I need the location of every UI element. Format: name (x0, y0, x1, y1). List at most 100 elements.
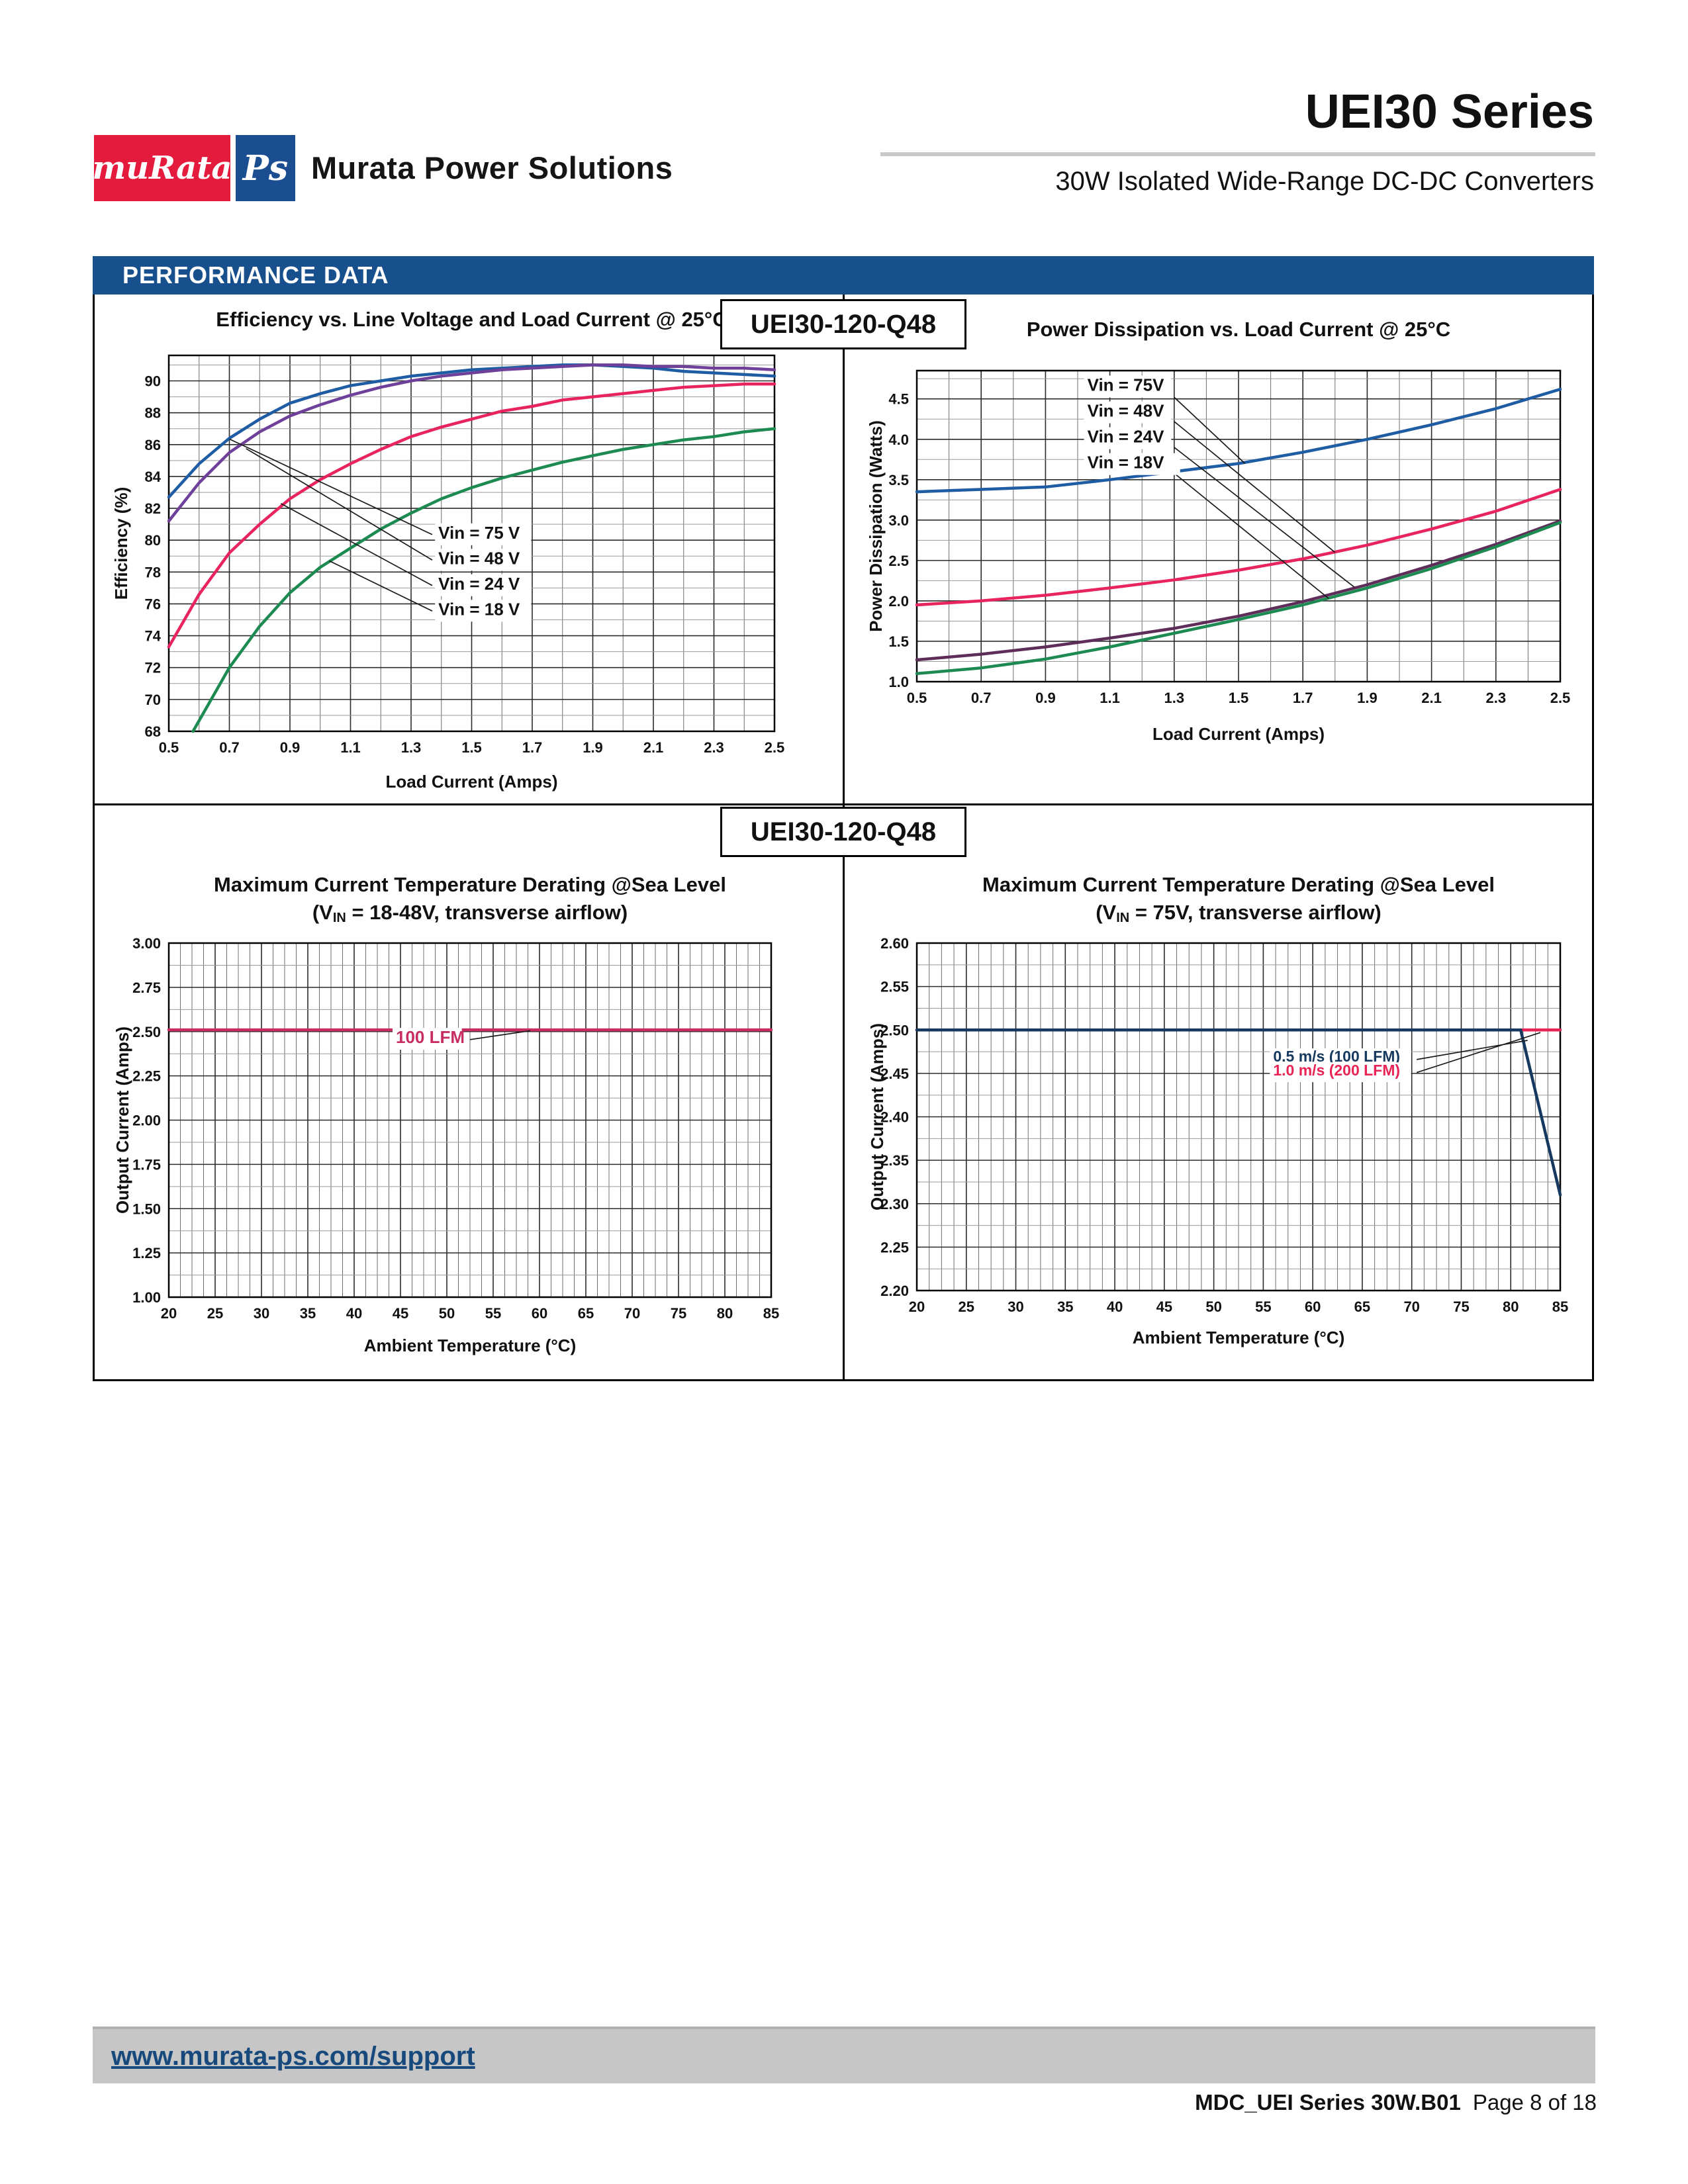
chart-title: Power Dissipation vs. Load Current @ 25°… (1027, 318, 1450, 341)
svg-text:2.40: 2.40 (880, 1109, 909, 1126)
svg-text:55: 55 (1255, 1298, 1271, 1315)
murata-logo-text: muRata (92, 150, 232, 187)
svg-text:35: 35 (300, 1305, 316, 1322)
svg-text:2.3: 2.3 (1486, 690, 1507, 706)
series-vin-48v (915, 488, 1562, 607)
svg-text:50: 50 (439, 1305, 455, 1322)
svg-text:0.7: 0.7 (219, 739, 240, 756)
svg-text:3.00: 3.00 (132, 935, 161, 952)
svg-text:90: 90 (145, 373, 161, 390)
svg-text:85: 85 (763, 1305, 779, 1322)
annotation-vin-24-v: Vin = 24 V (438, 574, 520, 594)
svg-text:2.0: 2.0 (888, 593, 909, 610)
svg-text:1.1: 1.1 (1100, 690, 1120, 706)
annotation-vin-48-v: Vin = 48 V (438, 548, 520, 568)
document-id: MDC_UEI Series 30W.B01 (1195, 2090, 1461, 2115)
page-subtitle: 30W Isolated Wide-Range DC-DC Converters (1055, 167, 1594, 196)
svg-text:25: 25 (959, 1298, 974, 1315)
svg-text:2.35: 2.35 (880, 1152, 909, 1169)
svg-text:88: 88 (145, 405, 161, 422)
svg-text:1.75: 1.75 (132, 1156, 161, 1173)
svg-text:4.5: 4.5 (888, 391, 909, 408)
annotation-vin-48v: Vin = 48V (1088, 401, 1165, 421)
derating-75v-chart: 20 25 30 35 40 45 50 55 60 65 70 75 80 85 2.20 2.25 2.30… (867, 873, 1568, 1347)
svg-text:2.50: 2.50 (880, 1022, 909, 1038)
svg-text:2.25: 2.25 (880, 1239, 909, 1255)
series-vin-18-v (191, 427, 776, 733)
svg-text:0.7: 0.7 (971, 690, 992, 706)
svg-text:70: 70 (1403, 1298, 1419, 1315)
svg-text:50: 50 (1205, 1298, 1221, 1315)
svg-text:60: 60 (1305, 1298, 1321, 1315)
svg-text:1.3: 1.3 (401, 739, 422, 756)
svg-text:76: 76 (145, 596, 161, 612)
svg-text:0.9: 0.9 (280, 739, 301, 756)
x-axis-title: Ambient Temperature (°C) (364, 1336, 577, 1355)
svg-text:2.30: 2.30 (880, 1196, 909, 1212)
series-vin-48-v (167, 363, 776, 523)
series-vin-24v (915, 519, 1562, 662)
svg-text:1.5: 1.5 (461, 739, 482, 756)
murata-logo-ps: Ps (236, 135, 295, 201)
footer-bar: www.murata-ps.com/support (93, 2026, 1595, 2083)
svg-text:65: 65 (578, 1305, 594, 1322)
svg-text:3.0: 3.0 (888, 512, 909, 529)
svg-text:85: 85 (1552, 1298, 1568, 1315)
horizontal-divider (94, 803, 1593, 805)
svg-text:25: 25 (207, 1305, 223, 1322)
svg-text:78: 78 (145, 564, 161, 580)
svg-text:70: 70 (624, 1305, 640, 1322)
y-axis-title: Efficiency (%) (111, 487, 131, 600)
series-0-5-m-s-100-lfm- (915, 1028, 1562, 1197)
derating-18-48v-chart: 20 25 30 35 40 45 50 55 60 65 70 75 80 85 1.00 1.25 1.50… (113, 873, 779, 1355)
murata-logo-red: muRata (92, 135, 232, 201)
y-axis-title: Power Dissipation (Watts) (866, 420, 886, 632)
svg-text:2.5: 2.5 (1550, 690, 1571, 706)
svg-text:2.45: 2.45 (880, 1066, 909, 1082)
annotation-0-5-m-s-100-lfm-: 0.5 m/s (100 LFM) (1273, 1048, 1400, 1065)
svg-text:65: 65 (1354, 1298, 1370, 1315)
series-vin-75-v (167, 363, 776, 499)
svg-text:1.5: 1.5 (1229, 690, 1249, 706)
svg-text:2.60: 2.60 (880, 935, 909, 952)
svg-text:70: 70 (145, 692, 161, 708)
svg-text:86: 86 (145, 437, 161, 453)
x-axis-title: Load Current (Amps) (1152, 724, 1325, 744)
svg-text:30: 30 (1008, 1298, 1023, 1315)
svg-text:20: 20 (909, 1298, 925, 1315)
svg-text:74: 74 (145, 628, 162, 645)
page-number: Page 8 of 18 (1472, 2090, 1597, 2115)
section-banner: PERFORMANCE DATA (93, 256, 1594, 295)
svg-text:80: 80 (717, 1305, 733, 1322)
svg-text:2.1: 2.1 (643, 739, 664, 756)
svg-text:40: 40 (1107, 1298, 1123, 1315)
svg-text:82: 82 (145, 500, 161, 517)
annotation-vin-18v: Vin = 18V (1088, 453, 1165, 473)
chart-title: Efficiency vs. Line Voltage and Load Cur… (216, 308, 727, 331)
svg-text:45: 45 (1156, 1298, 1172, 1315)
chart-subtitle: (VIN = 18-48V, transverse airflow) (312, 901, 628, 925)
svg-text:1.00: 1.00 (132, 1289, 161, 1306)
svg-text:2.1: 2.1 (1421, 690, 1442, 706)
svg-text:1.7: 1.7 (522, 739, 543, 756)
svg-text:0.5: 0.5 (907, 690, 927, 706)
svg-text:45: 45 (393, 1305, 408, 1322)
svg-text:2.5: 2.5 (765, 739, 785, 756)
svg-text:80: 80 (1503, 1298, 1519, 1315)
svg-text:30: 30 (254, 1305, 269, 1322)
svg-text:2.20: 2.20 (880, 1283, 909, 1299)
svg-text:4.0: 4.0 (888, 432, 909, 448)
company-name: Murata Power Solutions (311, 150, 673, 185)
svg-text:2.3: 2.3 (704, 739, 724, 756)
support-link[interactable]: www.murata-ps.com/support (111, 2041, 475, 2071)
annotation-vin-75v: Vin = 75V (1088, 375, 1165, 395)
ps-logo-text: Ps (242, 148, 289, 189)
x-axis-title: Load Current (Amps) (386, 772, 558, 792)
series-vin-18v (915, 521, 1562, 676)
footer-meta: MDC_UEI Series 30W.B01 Page 8 of 18 (1195, 2090, 1597, 2115)
svg-text:1.1: 1.1 (340, 739, 361, 756)
y-axis-title: Output Current (Amps) (113, 1026, 132, 1214)
svg-text:1.9: 1.9 (1357, 690, 1378, 706)
svg-text:2.25: 2.25 (132, 1068, 161, 1085)
svg-text:35: 35 (1057, 1298, 1073, 1315)
